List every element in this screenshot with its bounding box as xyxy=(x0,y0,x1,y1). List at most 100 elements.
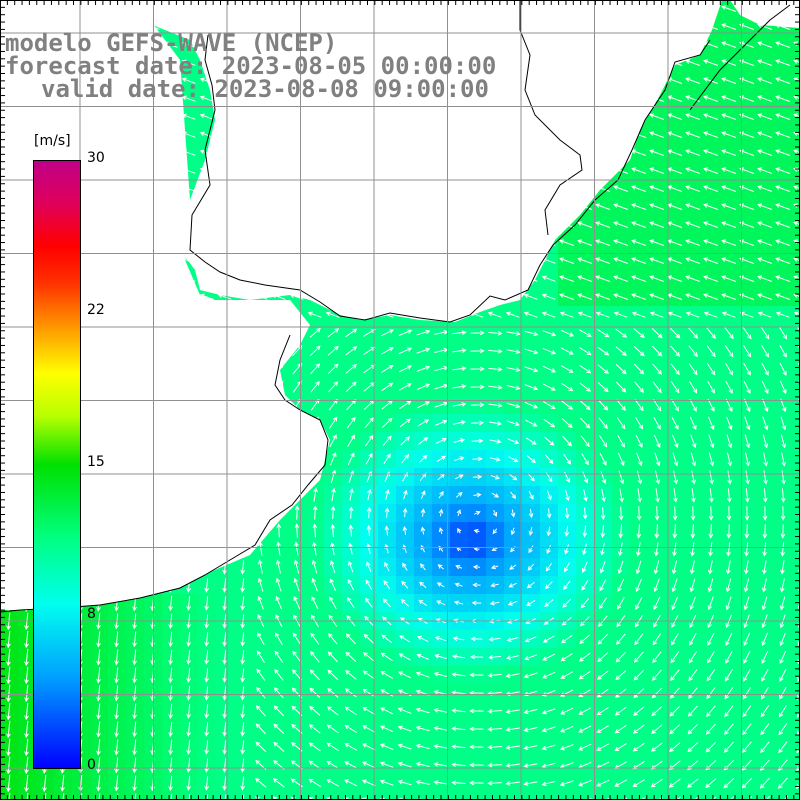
wind-arrow xyxy=(327,363,339,375)
wind-arrow xyxy=(615,364,627,375)
wind-arrow xyxy=(415,761,430,768)
wind-arrow xyxy=(544,454,554,464)
wind-arrow xyxy=(670,345,681,357)
wind-arrow xyxy=(541,780,556,787)
wind-arrow xyxy=(273,741,285,752)
wind-arrow xyxy=(672,506,678,521)
wind-arrow xyxy=(703,167,719,174)
wind-arrow xyxy=(595,275,611,282)
wind-arrow xyxy=(186,704,191,719)
wind-arrow xyxy=(761,362,769,376)
wind-arrow xyxy=(382,435,392,447)
wind-arrow xyxy=(6,684,11,703)
wind-arrow xyxy=(757,113,773,120)
wind-arrow xyxy=(325,311,340,318)
wind-arrow xyxy=(562,598,572,608)
wind-arrow xyxy=(8,792,11,800)
wind-arrow xyxy=(524,348,539,355)
wind-arrow xyxy=(526,581,535,589)
wind-arrow xyxy=(416,653,429,660)
wind-cell xyxy=(504,792,522,800)
colorbar-tick-8: 8 xyxy=(87,606,96,622)
wind-arrow xyxy=(363,633,375,644)
wind-arrow xyxy=(416,347,431,354)
wind-arrow xyxy=(310,651,320,663)
wind-arrow xyxy=(721,293,737,300)
wind-arrow xyxy=(726,452,733,467)
wind-arrow xyxy=(743,632,751,647)
wind-arrow xyxy=(469,726,484,732)
wind-arrow xyxy=(757,257,773,264)
wind-arrow xyxy=(546,544,552,555)
wind-arrow xyxy=(168,667,173,684)
wind-arrow xyxy=(452,654,465,659)
wind-arrow xyxy=(653,578,660,593)
wind-arrow xyxy=(326,779,340,787)
wind-arrow xyxy=(670,381,680,394)
wind-arrow xyxy=(563,453,572,465)
wind-arrow xyxy=(652,345,663,357)
land-area-west xyxy=(0,0,330,610)
wind-arrow xyxy=(528,545,534,554)
wind-arrow xyxy=(6,648,11,667)
wind-arrow xyxy=(762,524,768,539)
wind-arrow xyxy=(615,346,627,356)
wind-arrow xyxy=(326,724,339,734)
wind-arrow xyxy=(723,741,734,753)
wind-arrow xyxy=(488,636,501,642)
wind-arrow xyxy=(744,434,751,449)
wind-arrow xyxy=(294,523,300,538)
wind-arrow xyxy=(311,596,319,610)
wind-arrow xyxy=(524,654,538,661)
wind-arrow xyxy=(561,382,574,392)
wind-arrow xyxy=(309,345,321,357)
wind-arrow xyxy=(528,508,534,519)
wind-arrow xyxy=(451,726,466,732)
wind-arrow xyxy=(294,541,299,556)
wind-arrow xyxy=(274,668,284,681)
wind-arrow xyxy=(168,775,173,792)
wind-cell xyxy=(378,792,396,800)
wind-arrow xyxy=(308,724,321,734)
wind-arrow xyxy=(559,780,574,787)
wind-arrow xyxy=(543,418,556,428)
wind-arrow xyxy=(793,59,800,64)
wind-arrow xyxy=(398,329,413,336)
wind-arrow xyxy=(616,399,626,412)
wind-arrow xyxy=(619,488,624,503)
wind-arrow xyxy=(384,561,390,572)
wind-arrow xyxy=(775,59,791,66)
wind-arrow xyxy=(186,632,191,647)
wind-arrow xyxy=(559,744,574,751)
wind-arrow xyxy=(204,740,209,755)
wind-arrow xyxy=(597,382,609,393)
wind-arrow xyxy=(507,438,520,445)
wind-arrow xyxy=(618,542,623,557)
wind-arrow xyxy=(24,738,29,757)
wind-arrow xyxy=(743,668,751,682)
wind-arrow xyxy=(596,706,609,716)
wind-arrow xyxy=(240,722,246,737)
wind-arrow xyxy=(523,672,538,679)
wind-arrow xyxy=(670,651,680,664)
wind-arrow xyxy=(415,707,430,714)
wind-arrow xyxy=(793,149,800,154)
wind-arrow xyxy=(725,380,733,394)
wind-arrow xyxy=(505,311,520,318)
wind-arrow xyxy=(688,669,698,682)
wind-arrow xyxy=(384,525,390,536)
wind-arrow xyxy=(507,600,518,606)
wind-cell xyxy=(360,792,378,800)
wind-arrow xyxy=(308,778,321,787)
wind-arrow xyxy=(397,779,412,786)
wind-arrow xyxy=(564,562,570,573)
wind-arrow xyxy=(379,779,394,786)
wind-arrow xyxy=(398,383,412,391)
wind-arrow xyxy=(631,311,646,318)
wind-arrow xyxy=(779,380,787,395)
wind-arrow xyxy=(725,363,734,376)
wind-arrow xyxy=(741,777,753,789)
wind-arrow xyxy=(451,744,466,750)
wind-arrow xyxy=(541,762,556,769)
wind-arrow xyxy=(765,795,771,800)
